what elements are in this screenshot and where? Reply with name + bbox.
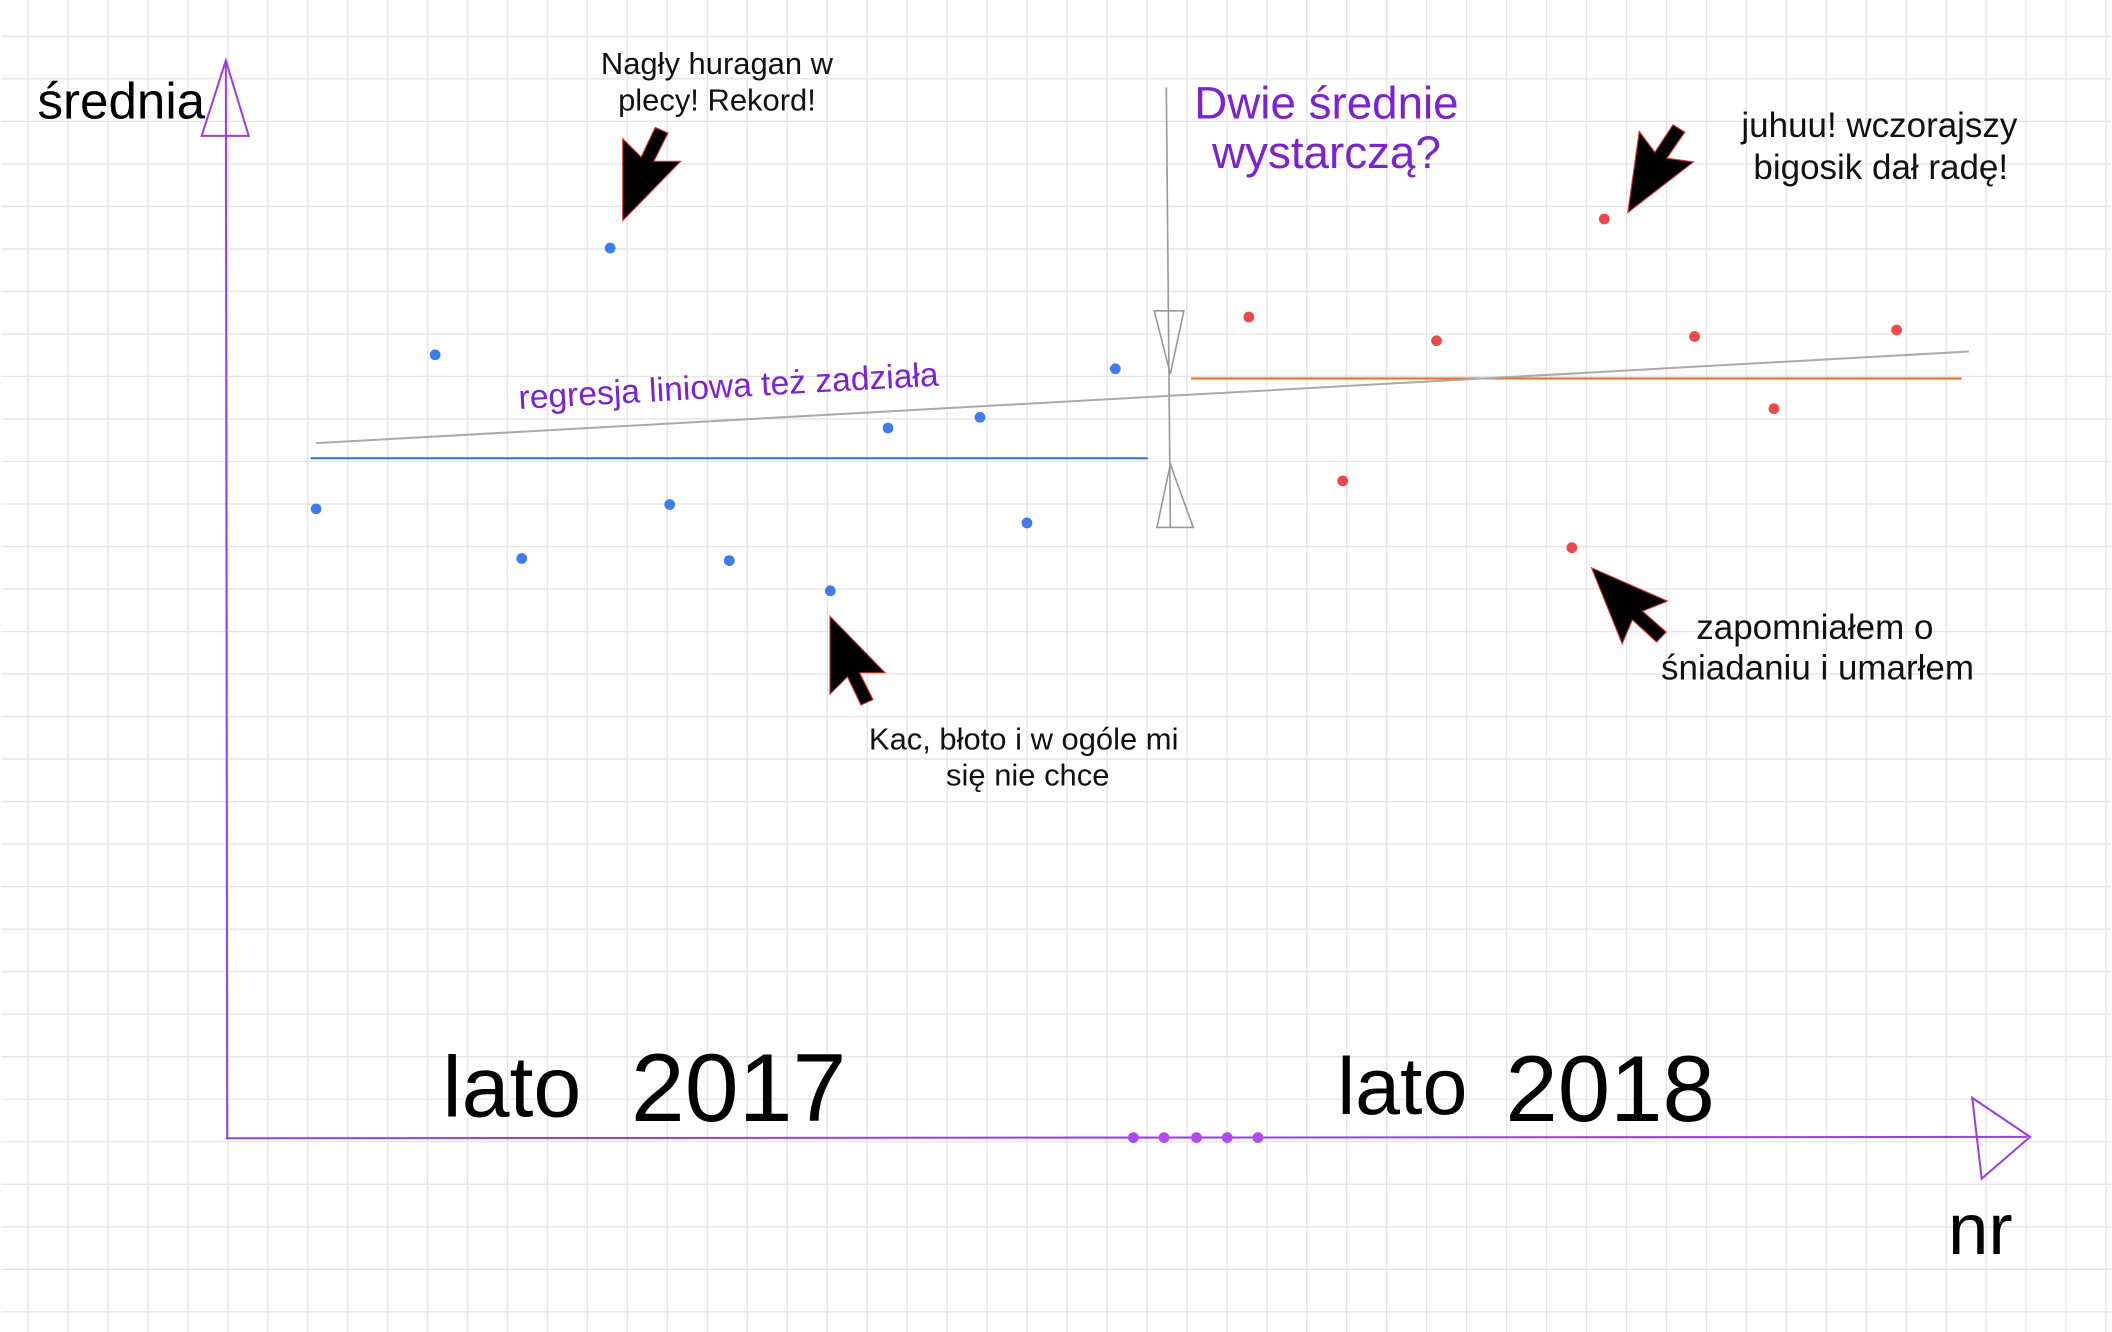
data-point-2017 bbox=[604, 242, 616, 254]
data-point-2017 bbox=[429, 349, 441, 361]
data-point-2018 bbox=[1337, 475, 1349, 487]
breakfast-note-line-1: zapomniałem o bbox=[1696, 608, 1933, 647]
y-axis bbox=[224, 63, 229, 1139]
question-line-2: wystarczą? bbox=[1211, 127, 1441, 178]
bigos-note-line-1: juhuu! wczorajszy bbox=[1740, 106, 2017, 145]
cursor-arrow-icon bbox=[829, 615, 886, 706]
period-label-year-2018: 2018 bbox=[1505, 1036, 1715, 1141]
regression-line bbox=[316, 350, 1969, 445]
breakfast-note-line-2: śniadaniu i umarłem bbox=[1661, 648, 1974, 687]
data-point-2018 bbox=[1598, 213, 1610, 225]
data-point-2017 bbox=[723, 555, 735, 566]
x-axis-arrowhead bbox=[1970, 1095, 2032, 1181]
axis-gap-dot bbox=[1191, 1132, 1202, 1143]
data-point-2017 bbox=[974, 411, 986, 423]
data-point-2018 bbox=[1768, 403, 1780, 415]
divider-triangle-bottom bbox=[1155, 461, 1195, 529]
data-point-2018 bbox=[1243, 311, 1255, 323]
axis-gap-dot bbox=[1221, 1132, 1233, 1143]
data-points bbox=[310, 213, 1902, 1143]
data-point-2017 bbox=[516, 553, 528, 564]
data-point-2018 bbox=[1689, 331, 1700, 342]
period-label-year-2017: 2017 bbox=[631, 1033, 846, 1142]
x-axis bbox=[225, 1135, 2028, 1140]
y-axis-label: średnia bbox=[37, 72, 205, 129]
regression-note: regresja liniowa też zadziała bbox=[518, 357, 940, 417]
axis-gap-dot bbox=[1252, 1132, 1264, 1143]
period-divider bbox=[1165, 87, 1172, 528]
hangover-note-line-2: się nie chce bbox=[946, 758, 1109, 793]
y-axis-arrowhead bbox=[200, 57, 251, 137]
data-point-2018 bbox=[1566, 542, 1578, 554]
data-point-2018 bbox=[1891, 324, 1902, 336]
x-axis-label: nr bbox=[1948, 1189, 2013, 1270]
data-point-2017 bbox=[1021, 517, 1033, 529]
data-point-2017 bbox=[1109, 363, 1121, 375]
trend-lines bbox=[310, 350, 1969, 460]
divider-triangle-top bbox=[1153, 309, 1185, 375]
cursor-arrow-icon bbox=[1627, 119, 1699, 222]
data-point-2017 bbox=[664, 499, 676, 510]
period-label-word-2017: lato bbox=[442, 1040, 581, 1136]
axis-gap-dot bbox=[1158, 1132, 1170, 1143]
hangover-note-line-1: Kac, błoto i w ogóle mi bbox=[869, 721, 1179, 756]
data-point-2017 bbox=[882, 422, 894, 434]
axis-gap-dot bbox=[1128, 1132, 1139, 1143]
record-note-line-1: Nagły huragan w bbox=[601, 46, 834, 81]
question-line-1: Dwie średnie bbox=[1194, 77, 1458, 128]
data-point-2017 bbox=[824, 585, 836, 597]
bigos-note-line-2: bigosik dał radę! bbox=[1753, 148, 2008, 187]
record-note-line-2: plecy! Rekord! bbox=[618, 82, 816, 117]
data-point-2017 bbox=[310, 503, 322, 515]
data-point-2018 bbox=[1431, 335, 1442, 347]
period-label-word-2018: lato bbox=[1337, 1042, 1467, 1132]
